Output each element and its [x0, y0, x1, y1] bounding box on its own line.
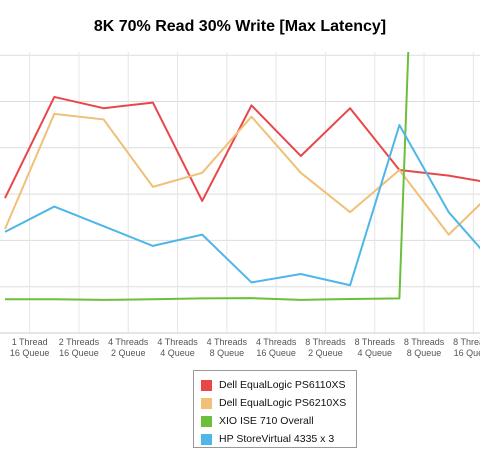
x-tick-label: 1 Thread: [12, 337, 48, 347]
legend-label: XIO ISE 710 Overall: [219, 415, 314, 427]
x-tick-label: 16 Queue: [59, 348, 99, 358]
legend: Dell EqualLogic PS6110XS Dell EqualLogic …: [193, 370, 357, 448]
legend-label: Dell EqualLogic PS6210XS: [219, 397, 347, 409]
legend-item: Dell EqualLogic PS6110XS: [201, 376, 356, 394]
x-tick-label: 4 Threads: [256, 337, 297, 347]
x-tick-label: 4 Threads: [108, 337, 149, 347]
legend-item: Dell EqualLogic PS6210XS: [201, 394, 356, 412]
x-tick-label: 16 Queue: [454, 348, 480, 358]
x-tick-label: 8 Queue: [407, 348, 442, 358]
legend-item: XIO ISE 710 Overall: [201, 412, 356, 430]
series-line-4: [4, 124, 480, 287]
series-line-2: [4, 112, 480, 236]
x-tick-label: 4 Queue: [357, 348, 392, 358]
legend-swatch: [201, 433, 212, 445]
series-line-1: [4, 95, 480, 202]
legend-swatch: [201, 415, 212, 427]
chart-title: 8K 70% Read 30% Write [Max Latency]: [93, 18, 387, 35]
legend-item: HP StoreVirtual 4335 x 3: [201, 430, 356, 448]
x-tick-label: 2 Queue: [308, 348, 343, 358]
x-tick-label: 8 Threads: [305, 337, 346, 347]
x-tick-label: 16 Queue: [256, 348, 296, 358]
x-tick-label: 4 Queue: [160, 348, 195, 358]
series-lines: [4, 52, 480, 301]
x-tick-label: 8 Queue: [210, 348, 245, 358]
x-tick-label: 8 Threads: [404, 337, 445, 347]
legend-swatch: [201, 397, 212, 409]
legend-label: HP StoreVirtual 4335 x 3: [219, 433, 335, 445]
series-line-3: [5, 52, 410, 301]
x-tick-label: 8 Threads: [355, 337, 396, 347]
x-tick-label: 4 Threads: [157, 337, 198, 347]
gridlines: [0, 52, 480, 334]
x-tick-label: 2 Threads: [59, 337, 100, 347]
x-tick-label: 16 Queue: [10, 348, 50, 358]
legend-swatch: [201, 379, 212, 391]
x-tick-label: 8 Threads: [453, 337, 480, 347]
x-tick-label: 2 Queue: [111, 348, 146, 358]
legend-label: Dell EqualLogic PS6110XS: [219, 379, 346, 391]
x-tick-label: 4 Threads: [207, 337, 248, 347]
